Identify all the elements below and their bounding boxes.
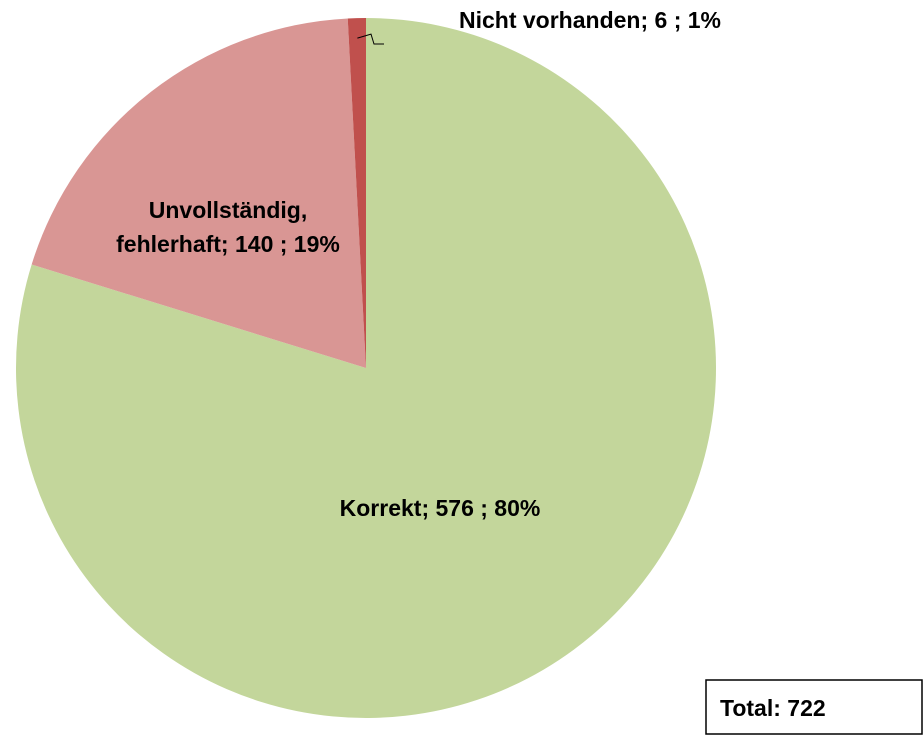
data-label: Korrekt; 576 ; 80% bbox=[340, 495, 541, 521]
data-label: Unvollständig, fehlerhaft; 140 ; 19% bbox=[116, 197, 340, 257]
annotation: Total: 722 bbox=[720, 695, 826, 721]
data-label: Nicht vorhanden; 6 ; 1% bbox=[459, 7, 721, 33]
pie-slice bbox=[347, 18, 366, 368]
annotation-box bbox=[705, 679, 923, 735]
pie-slice bbox=[31, 18, 366, 368]
leader-line bbox=[357, 33, 384, 45]
